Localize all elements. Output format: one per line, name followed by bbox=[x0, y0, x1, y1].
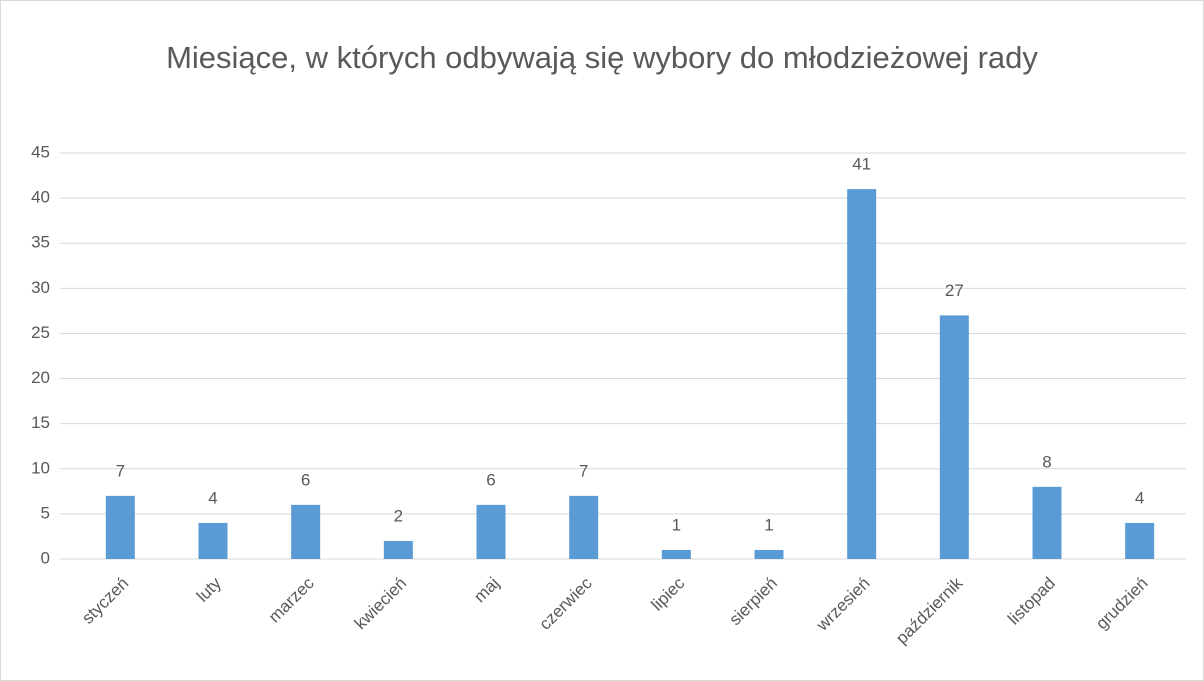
chart-title: Miesiące, w których odbywają się wybory … bbox=[166, 40, 1038, 75]
value-label: 41 bbox=[852, 155, 871, 174]
y-tick-label: 0 bbox=[41, 548, 50, 567]
bar bbox=[383, 540, 413, 559]
value-label: 1 bbox=[672, 515, 681, 534]
y-tick-label: 30 bbox=[31, 278, 50, 297]
bar bbox=[754, 549, 784, 559]
bar bbox=[1125, 522, 1155, 559]
bar bbox=[291, 504, 321, 559]
y-tick-label: 15 bbox=[31, 413, 50, 432]
value-label: 7 bbox=[579, 461, 588, 480]
bar bbox=[847, 189, 877, 560]
value-label: 8 bbox=[1042, 452, 1051, 471]
value-label: 27 bbox=[945, 281, 964, 300]
value-label: 6 bbox=[486, 470, 495, 489]
bar bbox=[105, 495, 135, 559]
value-label: 1 bbox=[764, 515, 773, 534]
y-tick-label: 25 bbox=[31, 323, 50, 342]
value-label: 7 bbox=[116, 461, 125, 480]
value-label: 4 bbox=[1135, 488, 1144, 507]
value-label: 6 bbox=[301, 470, 310, 489]
bar bbox=[1032, 486, 1062, 559]
y-tick-label: 40 bbox=[31, 188, 50, 207]
value-label: 4 bbox=[208, 488, 217, 507]
y-tick-label: 20 bbox=[31, 368, 50, 387]
y-tick-label: 45 bbox=[31, 142, 50, 161]
bar bbox=[198, 522, 228, 559]
bar bbox=[476, 504, 506, 559]
value-label: 2 bbox=[394, 506, 403, 525]
y-tick-label: 10 bbox=[31, 458, 50, 477]
bar bbox=[939, 315, 969, 559]
y-tick-label: 5 bbox=[41, 503, 50, 522]
y-tick-label: 35 bbox=[31, 233, 50, 252]
bar bbox=[661, 549, 691, 559]
bar bbox=[569, 495, 599, 559]
